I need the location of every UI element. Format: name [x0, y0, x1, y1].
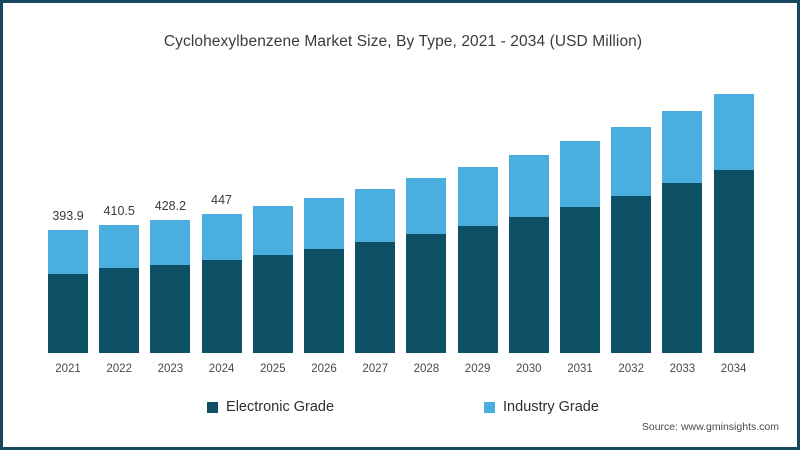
bar-segment-electronic-grade[interactable] [201, 260, 242, 353]
legend-label-industry-grade: Industry Grade [503, 399, 599, 415]
bar-column[interactable] [150, 219, 191, 353]
bar-segment-electronic-grade[interactable] [304, 248, 344, 353]
x-axis-tick-label: 2025 [260, 363, 286, 375]
bar-segment-electronic-grade[interactable] [252, 254, 293, 353]
bar-segment-electronic-grade[interactable] [662, 183, 703, 353]
bar-column[interactable] [560, 141, 600, 353]
legend-item-industry-grade[interactable]: Industry Grade [484, 399, 599, 415]
bar-segment-industry-grade[interactable] [48, 230, 88, 274]
x-axis-tick-label: 2031 [567, 363, 593, 375]
legend-swatch-industry-grade [484, 401, 496, 413]
bar-segment-industry-grade[interactable] [662, 111, 703, 184]
legend-swatch-electronic-grade [207, 401, 219, 413]
bar-segment-electronic-grade[interactable] [713, 169, 754, 353]
legend-item-electronic-grade[interactable]: Electronic Grade [207, 399, 334, 415]
bar-segment-electronic-grade[interactable] [508, 216, 549, 353]
bar-column[interactable] [355, 188, 396, 353]
x-axis-tick-label: 2022 [106, 363, 132, 375]
x-axis-tick-label: 2030 [516, 363, 542, 375]
bar-column[interactable] [304, 197, 344, 353]
x-axis-tick-label: 2021 [55, 363, 81, 375]
x-axis-tick-label: 2033 [669, 363, 696, 375]
legend-label-electronic-grade: Electronic Grade [226, 399, 335, 415]
bar-segment-electronic-grade[interactable] [355, 242, 396, 353]
x-axis-tick-label: 2024 [208, 363, 235, 375]
bar-column[interactable] [508, 154, 549, 353]
x-axis-tick-label: 2029 [464, 363, 491, 375]
bar-segment-industry-grade[interactable] [560, 141, 600, 207]
source-attribution: Source: www.gminsights.com [641, 421, 779, 433]
bar-segment-electronic-grade[interactable] [406, 233, 447, 353]
bar-segment-industry-grade[interactable] [406, 177, 447, 234]
bar-segment-industry-grade[interactable] [508, 154, 549, 217]
x-axis-tick-label: 2027 [362, 363, 388, 375]
bar-segment-industry-grade[interactable] [150, 219, 191, 265]
bar-segment-industry-grade[interactable] [252, 206, 293, 255]
bar-column[interactable] [406, 177, 447, 353]
bar-value-label: 410.5 [103, 204, 135, 219]
bar-segment-industry-grade[interactable] [457, 166, 498, 226]
bar-segment-electronic-grade[interactable] [457, 225, 498, 353]
bar-column[interactable] [457, 166, 498, 353]
bar-segment-industry-grade[interactable] [99, 225, 140, 269]
bar-column[interactable] [662, 111, 703, 353]
bar-column[interactable] [99, 225, 140, 353]
x-axis-tick-label: 2028 [413, 363, 440, 375]
bar-segment-industry-grade[interactable] [355, 188, 396, 243]
bar-segment-industry-grade[interactable] [304, 197, 344, 249]
bar-value-label: 447 [211, 192, 233, 207]
bar-column[interactable] [201, 213, 242, 353]
bar-segment-industry-grade[interactable] [713, 94, 754, 170]
bar-segment-electronic-grade[interactable] [560, 206, 600, 353]
bar-column[interactable] [252, 206, 293, 353]
bar-segment-electronic-grade[interactable] [611, 195, 652, 353]
chart-legend: Electronic Grade Industry Grade [3, 399, 800, 415]
x-axis-tick-label: 2023 [157, 363, 184, 375]
bar-segment-electronic-grade[interactable] [48, 273, 88, 353]
x-axis-tick-label: 2032 [618, 363, 644, 375]
chart-title: Cyclohexylbenzene Market Size, By Type, … [163, 33, 643, 50]
bar-segment-industry-grade[interactable] [611, 127, 652, 196]
plot-area: 393.9 2021 410.5 2022 428.2 2023 447 2024 2025 20… [3, 3, 800, 453]
bar-segment-electronic-grade[interactable] [99, 268, 140, 353]
bar-value-label: 393.9 [52, 209, 84, 224]
bar-column[interactable] [611, 127, 652, 353]
x-axis-tick-label: 2026 [311, 363, 337, 375]
bar-segment-electronic-grade[interactable] [150, 264, 191, 353]
bar-value-label: 428.2 [154, 198, 187, 213]
bar-column[interactable] [713, 94, 754, 353]
x-axis-tick-label: 2034 [720, 363, 747, 375]
bar-segment-industry-grade[interactable] [201, 213, 242, 261]
bar-column[interactable] [48, 230, 88, 353]
